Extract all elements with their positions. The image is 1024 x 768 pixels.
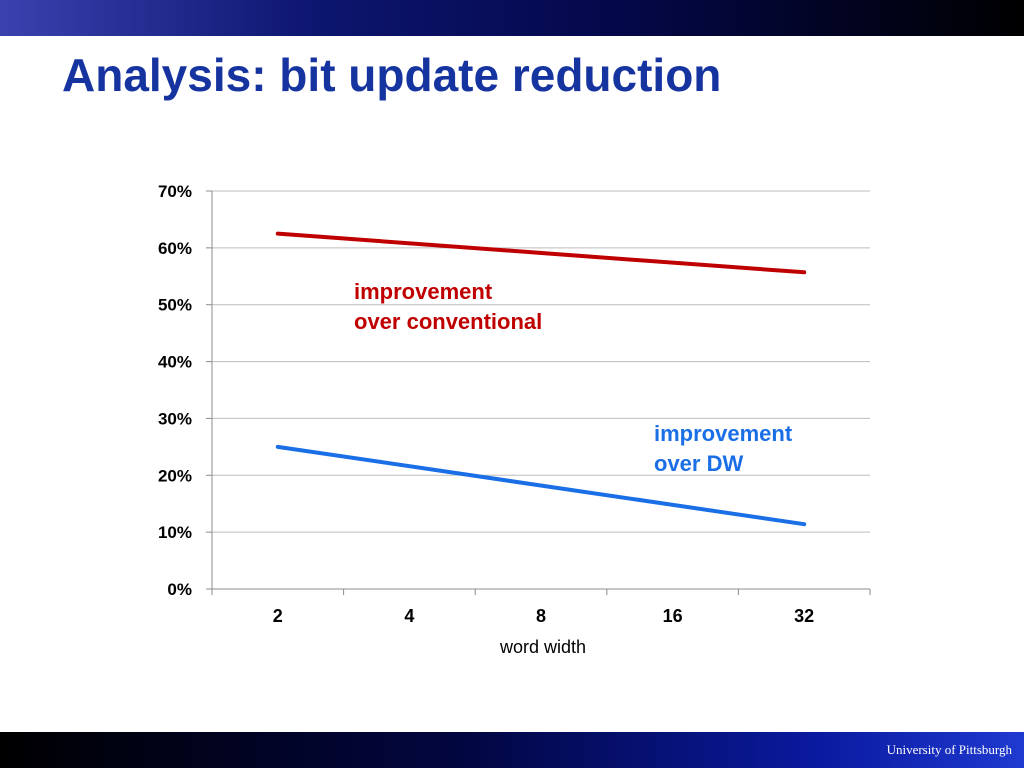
top-banner bbox=[0, 0, 1024, 36]
y-tick-label: 20% bbox=[158, 466, 192, 485]
x-tick-label: 16 bbox=[663, 606, 683, 626]
footer-institution: University of Pittsburgh bbox=[886, 742, 1012, 757]
series-label: improvement bbox=[654, 421, 793, 446]
y-tick-label: 70% bbox=[158, 182, 192, 201]
x-tick-label: 4 bbox=[404, 606, 414, 626]
series-line-dw bbox=[275, 444, 807, 527]
slide-title: Analysis: bit update reduction bbox=[62, 49, 722, 101]
series-line-conventional bbox=[275, 231, 807, 275]
y-tick-label: 60% bbox=[158, 239, 192, 258]
x-tick-label: 2 bbox=[273, 606, 283, 626]
bottom-banner bbox=[0, 732, 1024, 768]
y-tick-label: 10% bbox=[158, 523, 192, 542]
y-tick-label: 30% bbox=[158, 409, 192, 428]
y-tick-label: 50% bbox=[158, 296, 192, 315]
y-tick-label: 40% bbox=[158, 353, 192, 372]
series-label: over DW bbox=[654, 451, 743, 476]
y-tick-label: 0% bbox=[167, 580, 192, 599]
x-tick-label: 8 bbox=[536, 606, 546, 626]
series-label: improvement bbox=[354, 279, 493, 304]
x-axis-title: word width bbox=[499, 637, 586, 657]
x-tick-label: 32 bbox=[794, 606, 814, 626]
series-label: over conventional bbox=[354, 309, 542, 334]
